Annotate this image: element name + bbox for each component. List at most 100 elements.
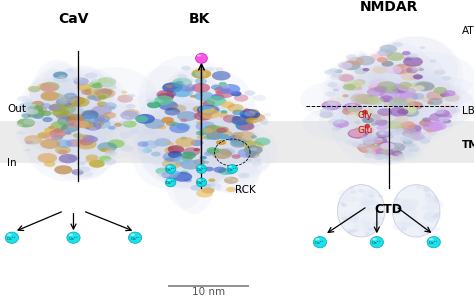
- Ellipse shape: [366, 127, 384, 147]
- Ellipse shape: [391, 85, 409, 94]
- Ellipse shape: [133, 104, 229, 169]
- Ellipse shape: [429, 59, 437, 63]
- Ellipse shape: [232, 110, 244, 115]
- Ellipse shape: [244, 108, 250, 111]
- Ellipse shape: [313, 237, 327, 248]
- Ellipse shape: [376, 125, 388, 131]
- Ellipse shape: [217, 126, 229, 133]
- Ellipse shape: [421, 97, 431, 102]
- Ellipse shape: [202, 100, 215, 106]
- Ellipse shape: [244, 145, 263, 155]
- Ellipse shape: [220, 135, 228, 139]
- Ellipse shape: [24, 135, 43, 144]
- Ellipse shape: [395, 143, 401, 146]
- Ellipse shape: [59, 75, 66, 78]
- Ellipse shape: [409, 143, 416, 147]
- Ellipse shape: [154, 138, 171, 147]
- Ellipse shape: [67, 232, 80, 243]
- Ellipse shape: [375, 119, 388, 126]
- Ellipse shape: [53, 71, 68, 79]
- Ellipse shape: [427, 101, 433, 105]
- Ellipse shape: [70, 114, 84, 121]
- Ellipse shape: [216, 128, 227, 133]
- Ellipse shape: [235, 123, 241, 126]
- Ellipse shape: [62, 105, 76, 113]
- Ellipse shape: [54, 65, 109, 115]
- Ellipse shape: [419, 132, 426, 135]
- Ellipse shape: [397, 82, 415, 91]
- Ellipse shape: [190, 185, 202, 191]
- Ellipse shape: [374, 139, 390, 158]
- Ellipse shape: [221, 85, 230, 89]
- Ellipse shape: [204, 67, 214, 71]
- Ellipse shape: [342, 108, 356, 115]
- Ellipse shape: [440, 92, 450, 97]
- Ellipse shape: [251, 135, 257, 138]
- Ellipse shape: [331, 73, 342, 78]
- Ellipse shape: [161, 171, 175, 179]
- Text: CTD: CTD: [374, 203, 403, 216]
- Ellipse shape: [331, 126, 341, 131]
- Ellipse shape: [29, 68, 75, 141]
- Ellipse shape: [156, 90, 175, 99]
- Ellipse shape: [409, 133, 421, 139]
- Ellipse shape: [218, 127, 228, 132]
- Text: LBD: LBD: [462, 106, 474, 116]
- Ellipse shape: [365, 124, 370, 129]
- Ellipse shape: [54, 77, 66, 83]
- Ellipse shape: [56, 114, 67, 119]
- Ellipse shape: [349, 103, 356, 106]
- Ellipse shape: [369, 195, 375, 198]
- Ellipse shape: [39, 102, 111, 148]
- Ellipse shape: [366, 148, 374, 151]
- Ellipse shape: [398, 64, 405, 68]
- Ellipse shape: [376, 131, 391, 138]
- Ellipse shape: [85, 136, 98, 143]
- Ellipse shape: [399, 91, 418, 102]
- Ellipse shape: [75, 170, 80, 172]
- Ellipse shape: [137, 101, 242, 188]
- Ellipse shape: [89, 94, 98, 99]
- Ellipse shape: [39, 80, 111, 130]
- Ellipse shape: [429, 113, 447, 122]
- Ellipse shape: [352, 82, 437, 135]
- Ellipse shape: [94, 98, 101, 102]
- Ellipse shape: [209, 184, 214, 186]
- Ellipse shape: [357, 127, 367, 132]
- Ellipse shape: [367, 221, 376, 233]
- Ellipse shape: [40, 139, 60, 149]
- Ellipse shape: [381, 149, 391, 154]
- Ellipse shape: [66, 96, 85, 106]
- Ellipse shape: [354, 121, 361, 124]
- Ellipse shape: [347, 106, 361, 113]
- Ellipse shape: [186, 87, 231, 141]
- Ellipse shape: [198, 166, 201, 168]
- Ellipse shape: [424, 226, 440, 232]
- Ellipse shape: [402, 101, 414, 107]
- Ellipse shape: [147, 145, 154, 149]
- Ellipse shape: [324, 70, 335, 75]
- Ellipse shape: [120, 90, 205, 165]
- Ellipse shape: [114, 123, 122, 127]
- Ellipse shape: [193, 159, 205, 165]
- Ellipse shape: [195, 53, 207, 63]
- Ellipse shape: [341, 212, 354, 220]
- Ellipse shape: [85, 154, 99, 161]
- Ellipse shape: [154, 95, 173, 105]
- Ellipse shape: [104, 150, 117, 156]
- Ellipse shape: [77, 135, 92, 142]
- Ellipse shape: [404, 88, 417, 94]
- Ellipse shape: [108, 139, 125, 148]
- Ellipse shape: [401, 138, 414, 144]
- Ellipse shape: [349, 129, 365, 137]
- Ellipse shape: [62, 104, 151, 149]
- Ellipse shape: [403, 57, 423, 67]
- Ellipse shape: [64, 103, 73, 108]
- Ellipse shape: [374, 85, 391, 94]
- Ellipse shape: [44, 161, 55, 167]
- Ellipse shape: [219, 130, 232, 137]
- Ellipse shape: [164, 157, 174, 162]
- Ellipse shape: [81, 162, 86, 165]
- Ellipse shape: [411, 133, 425, 141]
- Ellipse shape: [166, 85, 173, 88]
